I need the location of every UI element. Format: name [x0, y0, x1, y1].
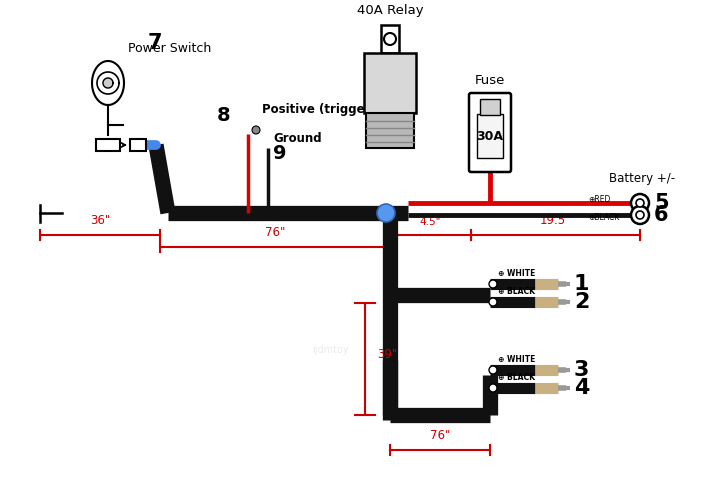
Text: ⊕RED: ⊕RED — [588, 196, 611, 205]
Circle shape — [631, 194, 649, 212]
Text: 4: 4 — [574, 378, 590, 398]
Text: 19.5": 19.5" — [540, 214, 571, 227]
Polygon shape — [97, 72, 119, 94]
Circle shape — [489, 384, 497, 392]
Polygon shape — [103, 78, 113, 88]
Text: ⊕BLACK: ⊕BLACK — [588, 213, 619, 222]
Circle shape — [636, 199, 644, 207]
Text: ijdmtoy: ijdmtoy — [232, 205, 269, 215]
Circle shape — [489, 280, 497, 288]
Text: 36": 36" — [90, 214, 110, 227]
Text: 5: 5 — [654, 193, 669, 213]
Text: 76": 76" — [265, 226, 285, 239]
Circle shape — [489, 298, 497, 306]
Text: 40A Relay: 40A Relay — [356, 4, 423, 17]
Text: 3: 3 — [574, 360, 590, 380]
Circle shape — [252, 126, 260, 134]
Text: Power Switch: Power Switch — [128, 42, 211, 55]
Text: ⊕ BLACK: ⊕ BLACK — [498, 373, 535, 382]
Text: ⊕ WHITE: ⊕ WHITE — [498, 355, 536, 364]
Text: Positive (trigger): Positive (trigger) — [262, 103, 376, 116]
Text: 7: 7 — [148, 33, 163, 53]
FancyBboxPatch shape — [381, 25, 399, 53]
Text: 2: 2 — [574, 292, 590, 312]
Circle shape — [384, 33, 396, 45]
FancyBboxPatch shape — [477, 114, 503, 158]
Polygon shape — [92, 61, 124, 105]
Text: 6: 6 — [654, 205, 668, 225]
FancyBboxPatch shape — [130, 139, 146, 151]
Circle shape — [636, 211, 644, 219]
Text: 30A: 30A — [477, 131, 503, 143]
Text: ijdmtoy: ijdmtoy — [312, 345, 348, 355]
FancyBboxPatch shape — [480, 99, 500, 115]
FancyBboxPatch shape — [96, 139, 120, 151]
FancyBboxPatch shape — [469, 93, 511, 172]
Circle shape — [631, 206, 649, 224]
FancyBboxPatch shape — [364, 53, 416, 113]
Text: 9: 9 — [273, 144, 287, 163]
Text: Ground: Ground — [273, 132, 322, 145]
Text: Fuse: Fuse — [474, 74, 505, 87]
Circle shape — [489, 366, 497, 374]
Text: ⊕ WHITE: ⊕ WHITE — [498, 269, 536, 278]
Text: 8: 8 — [217, 106, 230, 125]
Text: 4.5": 4.5" — [420, 217, 441, 227]
Text: 76": 76" — [430, 429, 450, 442]
FancyBboxPatch shape — [366, 113, 414, 148]
Text: ⊕ BLACK: ⊕ BLACK — [498, 287, 535, 296]
Text: Battery +/-: Battery +/- — [609, 172, 675, 185]
Circle shape — [377, 204, 395, 222]
Text: 1: 1 — [574, 274, 590, 294]
Text: 39": 39" — [377, 349, 397, 361]
